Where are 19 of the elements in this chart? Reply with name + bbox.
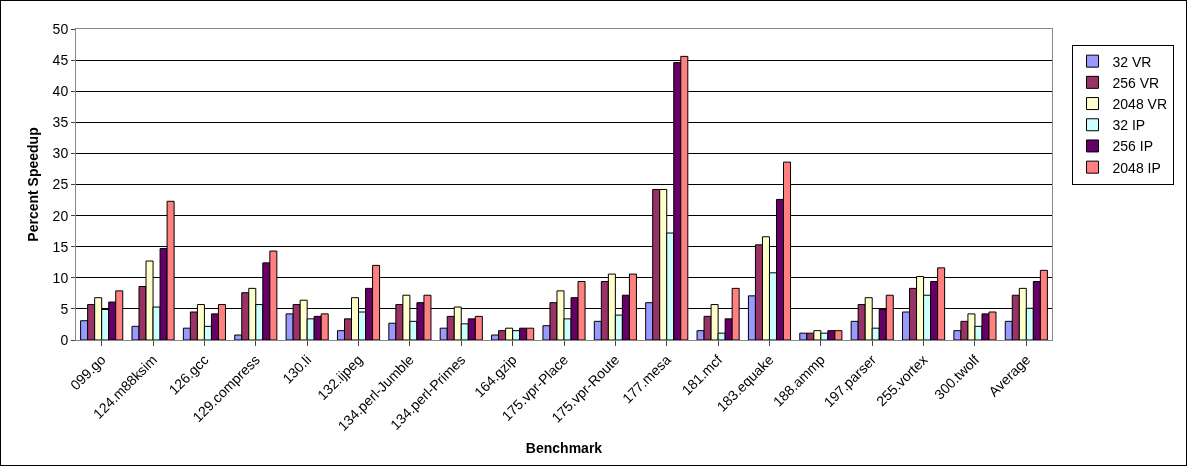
legend-label: 2048 IP bbox=[1112, 159, 1161, 176]
y-tick-label: 40 bbox=[52, 83, 69, 100]
legend-label: 2048 VR bbox=[1112, 96, 1167, 113]
y-tick-label: 50 bbox=[52, 20, 69, 37]
legend-label: 32 IP bbox=[1112, 117, 1146, 134]
y-tick-label: 5 bbox=[60, 300, 69, 317]
y-tick-label: 45 bbox=[52, 52, 69, 68]
legend-label: 256 IP bbox=[1112, 138, 1153, 155]
y-tick-label: 25 bbox=[52, 176, 69, 193]
y-tick-label: 20 bbox=[52, 207, 69, 224]
y-tick-label: 15 bbox=[52, 238, 69, 255]
y-tick-label: 10 bbox=[52, 269, 69, 286]
y-tick-label: 0 bbox=[60, 331, 69, 348]
x-axis-title: Benchmark bbox=[525, 440, 603, 457]
y-tick-label: 30 bbox=[52, 145, 69, 162]
legend-label: 32 VR bbox=[1112, 53, 1152, 70]
y-axis-title: Percent Speedup bbox=[25, 127, 41, 242]
y-tick-label: 35 bbox=[52, 114, 69, 131]
legend-label: 256 VR bbox=[1112, 74, 1160, 91]
